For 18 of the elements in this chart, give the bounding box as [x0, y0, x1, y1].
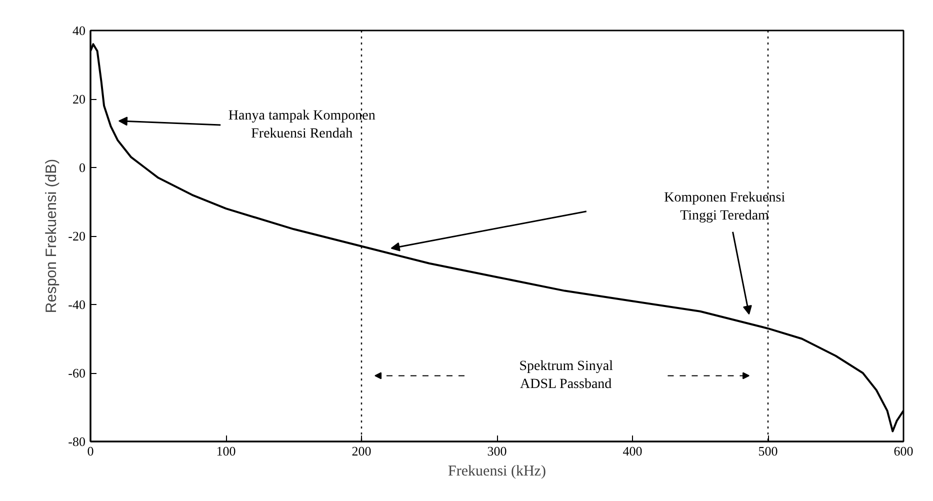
- annotation: Spektrum Sinyal ADSL Passband: [519, 359, 614, 392]
- y-tick-label: 40: [72, 23, 86, 38]
- x-tick-label: 200: [352, 444, 372, 458]
- y-axis-title: Respon Frekuensi (dB): [43, 158, 60, 314]
- y-tick-label: -60: [68, 366, 86, 380]
- y-tick-label: 0: [79, 160, 86, 175]
- x-tick-label: 100: [216, 444, 236, 458]
- annotation: Hanya tampak Komponen Frekuensi Rendah: [228, 108, 376, 142]
- y-tick-label: 20: [72, 92, 86, 106]
- y-tick-label: -40: [68, 297, 86, 312]
- x-axis-title: Frekuensi (kHz): [448, 464, 546, 480]
- x-tick-label: 300: [487, 444, 507, 458]
- x-tick-label: 400: [622, 444, 642, 458]
- y-tick-label: -80: [68, 434, 86, 449]
- y-tick-label: -20: [68, 228, 86, 244]
- x-tick-label: 500: [758, 444, 778, 458]
- annotation: Komponen Frekuensi Tinggi Teredam: [664, 190, 786, 224]
- x-tick-label: 600: [894, 444, 914, 458]
